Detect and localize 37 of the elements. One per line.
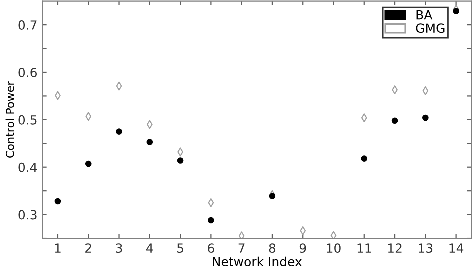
y-tick-label: 0.5 (18, 115, 37, 125)
y-tick-label: 0.4 (18, 162, 38, 172)
x-tick-label: 9 (300, 244, 306, 254)
x-tick-label: 10 (327, 244, 341, 254)
point (208, 217, 214, 224)
point (453, 8, 460, 14)
point (422, 86, 429, 96)
point (85, 160, 92, 168)
x-tick-label: 6 (208, 244, 214, 254)
x-tick-label: 7 (238, 244, 245, 253)
x-tick-label: 8 (269, 244, 276, 254)
legend-label: GMG (416, 24, 445, 34)
legend-label: BA (416, 10, 433, 20)
x-tick-label: 12 (388, 244, 402, 253)
x-tick-label: 1 (55, 244, 61, 253)
point (116, 128, 122, 135)
x-tick-label: 11 (358, 244, 372, 253)
x-tick-label: 2 (86, 244, 92, 253)
point (330, 231, 337, 239)
point (392, 118, 398, 124)
point (54, 198, 62, 205)
y-tick-label: 0.7 (18, 20, 37, 30)
point (422, 114, 429, 122)
point (146, 139, 154, 146)
x-tick-label: 13 (419, 244, 433, 254)
x-tick-label: 5 (178, 244, 184, 254)
x-axis-title: Network Index (213, 256, 302, 267)
x-tick-label: 3 (116, 244, 122, 254)
point (361, 156, 368, 162)
y-tick-label: 0.6 (18, 68, 38, 78)
point (238, 232, 245, 239)
x-tick-label: 4 (146, 244, 154, 253)
y-tick-label: 0.3 (18, 210, 37, 220)
point (269, 193, 276, 200)
x-tick-label: 14 (450, 244, 464, 253)
point (177, 158, 184, 164)
y-axis-title: Control Power (6, 81, 14, 158)
